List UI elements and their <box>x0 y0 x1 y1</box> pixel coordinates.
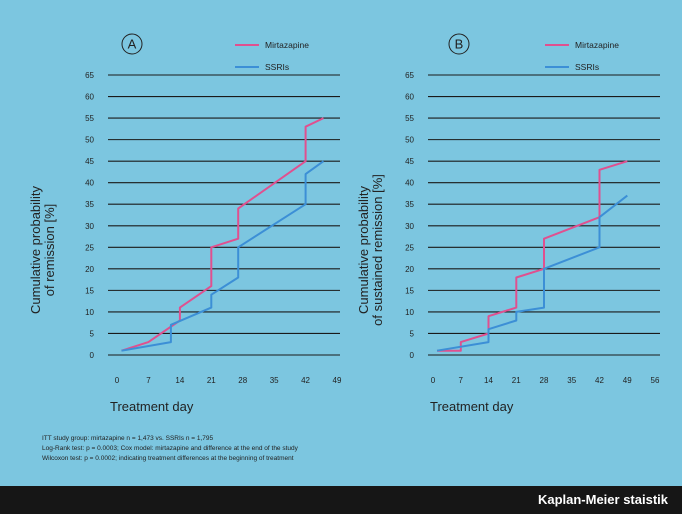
footnote-line: Wilcoxon test: p = 0.0002; indicating tr… <box>42 455 294 462</box>
y-axis-label: Cumulative probabilityof remission [%] <box>28 186 57 314</box>
legend-label: SSRIs <box>575 62 599 72</box>
y-tick-label: 50 <box>405 136 414 145</box>
y-tick-label: 65 <box>405 71 414 80</box>
x-axis-label: Treatment day <box>430 399 514 414</box>
panel-label: B <box>455 37 464 52</box>
panel-label-circle <box>448 33 470 55</box>
series-line-mirtazapine <box>437 160 628 352</box>
y-axis-label: Cumulative probabilityof sustained remis… <box>356 174 385 326</box>
figure-caption: Kaplan-Meier staistik <box>537 492 668 507</box>
y-tick-label: 50 <box>85 136 94 145</box>
x-tick-label: 49 <box>623 376 632 385</box>
y-tick-label: 10 <box>405 308 414 317</box>
x-tick-label: 7 <box>459 376 464 385</box>
y-tick-label: 5 <box>90 329 95 338</box>
x-tick-label: 0 <box>431 376 436 385</box>
footnote-line: Log-Rank test: p = 0.0003; Cox model: mi… <box>42 445 298 452</box>
y-tick-label: 20 <box>85 265 94 274</box>
panel-label: A <box>128 37 137 52</box>
y-tick-label: 65 <box>85 71 94 80</box>
y-tick-label: 25 <box>405 243 414 252</box>
y-tick-label: 0 <box>90 351 95 360</box>
x-tick-label: 28 <box>540 376 549 385</box>
y-tick-label: 40 <box>85 179 94 188</box>
y-tick-label: 45 <box>85 157 94 166</box>
x-tick-label: 35 <box>270 376 279 385</box>
series-line-ssris <box>121 160 325 352</box>
x-tick-label: 14 <box>175 376 184 385</box>
x-tick-label: 56 <box>651 376 660 385</box>
panel-label-circle <box>121 33 143 55</box>
y-tick-label: 30 <box>85 222 94 231</box>
y-tick-label: 35 <box>85 200 94 209</box>
x-tick-label: 28 <box>238 376 247 385</box>
x-tick-label: 14 <box>484 376 493 385</box>
x-tick-label: 42 <box>301 376 310 385</box>
caption-bar: Kaplan-Meier staistik <box>0 486 682 514</box>
legend-label: Mirtazapine <box>265 40 309 50</box>
y-tick-label: 15 <box>85 286 94 295</box>
y-tick-label: 20 <box>405 265 414 274</box>
chart-panel-a: 0 5 10 15 20 25 30 35 40 45 50 55 60 65 0 7 14 21 28 35 42 49… <box>28 33 342 414</box>
y-tick-label: 5 <box>410 329 415 338</box>
y-tick-label: 45 <box>405 157 414 166</box>
y-tick-label: 55 <box>405 114 414 123</box>
series-line-mirtazapine <box>121 117 324 352</box>
x-tick-label: 7 <box>146 376 151 385</box>
y-tick-label: 35 <box>405 200 414 209</box>
chart-panel-b: 0 5 10 15 20 25 30 35 40 45 50 55 60 65 0 7 14 21 28 35 42 49… <box>356 33 660 414</box>
footnotes: ITT study group: mirtazapine n = 1,473 v… <box>42 434 642 464</box>
y-tick-label: 0 <box>410 351 415 360</box>
x-axis-label: Treatment day <box>110 399 194 414</box>
y-tick-label: 60 <box>405 93 414 102</box>
y-tick-label: 40 <box>405 179 414 188</box>
y-tick-label: 60 <box>85 93 94 102</box>
x-tick-label: 49 <box>333 376 342 385</box>
y-tick-label: 15 <box>405 286 414 295</box>
footnote-line: ITT study group: mirtazapine n = 1,473 v… <box>42 435 214 442</box>
y-tick-label: 25 <box>85 243 94 252</box>
y-tick-label: 30 <box>405 222 414 231</box>
legend-label: Mirtazapine <box>575 40 619 50</box>
y-tick-label: 55 <box>85 114 94 123</box>
y-tick-label: 10 <box>85 308 94 317</box>
x-tick-label: 35 <box>567 376 576 385</box>
x-tick-label: 42 <box>595 376 604 385</box>
series-line-ssris <box>436 194 628 352</box>
legend-label: SSRIs <box>265 62 289 72</box>
x-tick-label: 0 <box>115 376 120 385</box>
x-tick-label: 21 <box>512 376 521 385</box>
x-tick-label: 21 <box>207 376 216 385</box>
